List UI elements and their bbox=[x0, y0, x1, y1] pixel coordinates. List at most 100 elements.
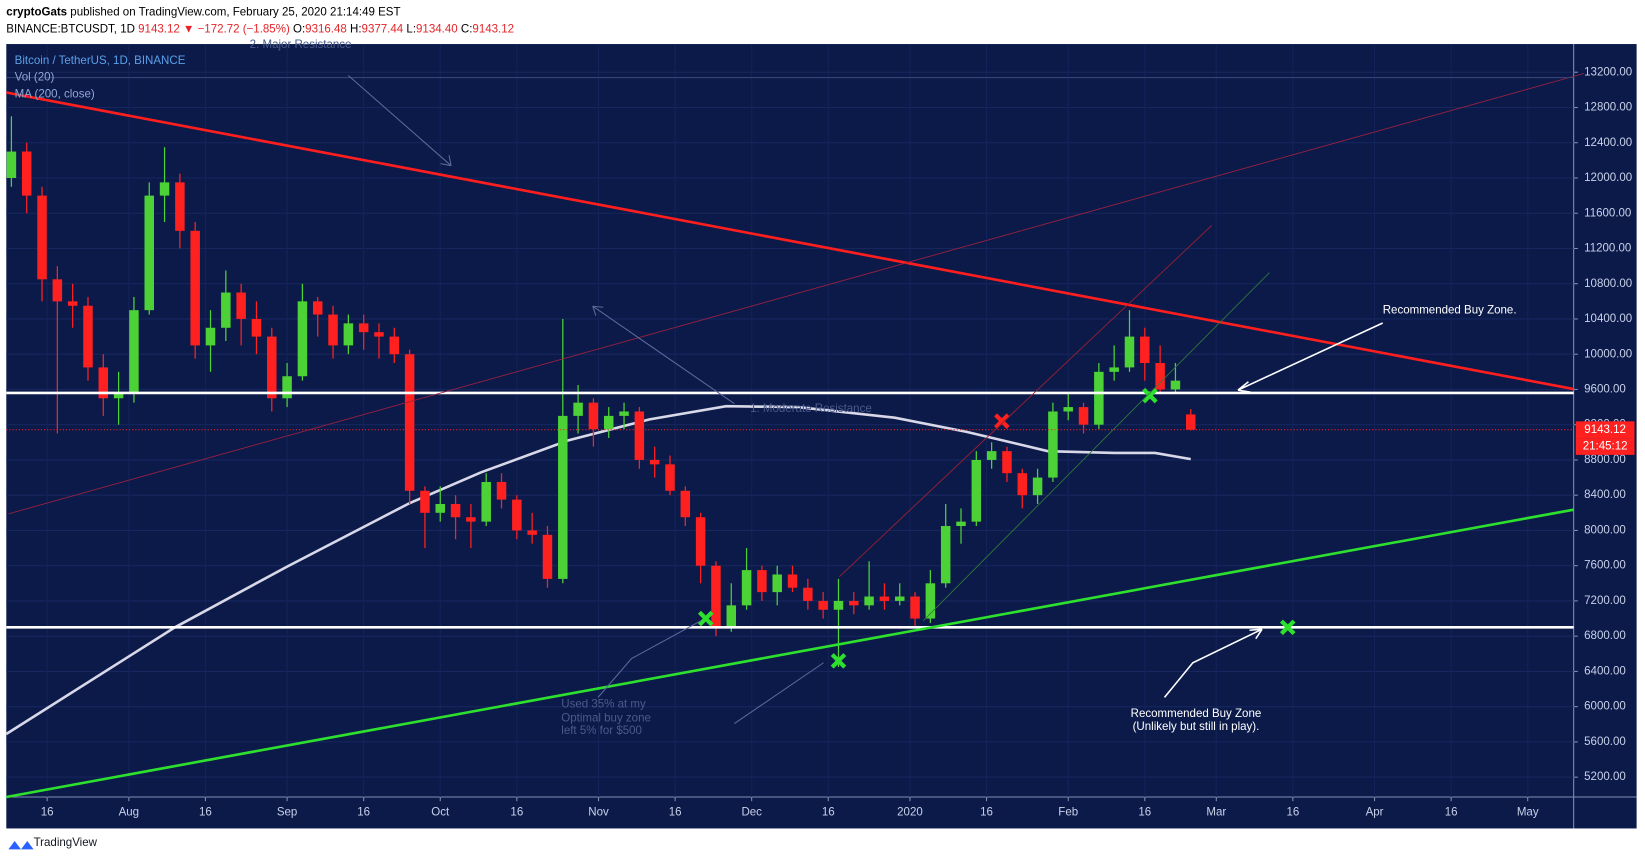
y-tick-label: 13200.00 bbox=[1584, 66, 1632, 78]
price-badge bbox=[1575, 421, 1635, 439]
candle-body bbox=[956, 521, 966, 527]
quote-line: BINANCE:BTCUSDT, 1D 9143.12 ▼ −172.72 (−… bbox=[6, 23, 514, 35]
faint-note: Optimal buy zone bbox=[561, 712, 651, 724]
annotation: (Unlikely but still in play). bbox=[1133, 721, 1260, 733]
q-label: L: bbox=[406, 23, 416, 35]
candle-body bbox=[665, 464, 675, 491]
x-tick-label: 16 bbox=[1286, 807, 1299, 819]
candle-body bbox=[496, 481, 507, 500]
x-tick-label: Feb bbox=[1058, 807, 1078, 819]
x-tick-label: May bbox=[1517, 807, 1539, 819]
channel-line bbox=[838, 225, 1213, 578]
candle-body bbox=[282, 376, 292, 399]
candle-body bbox=[1155, 363, 1165, 390]
faint-note: left 5% for $500 bbox=[561, 725, 642, 737]
arrow bbox=[597, 620, 702, 698]
channel-line bbox=[922, 272, 1270, 622]
candle-body bbox=[757, 570, 767, 593]
annotation: Recommended Buy Zone bbox=[1131, 708, 1262, 720]
change: 9143.12 ▼ −172.72 (−1.85%) bbox=[138, 23, 290, 35]
y-tick-label: 11600.00 bbox=[1584, 207, 1631, 219]
x-marker bbox=[1142, 387, 1158, 404]
y-tick-label: 8800.00 bbox=[1584, 454, 1626, 466]
candle-body bbox=[205, 327, 216, 346]
price-badge-label: 9143.12 bbox=[1584, 424, 1626, 436]
legend-item: MA (200, close) bbox=[15, 88, 95, 100]
trend-line bbox=[6, 91, 1574, 391]
candle-body bbox=[1186, 414, 1196, 430]
candle-body bbox=[726, 605, 737, 628]
x-marker bbox=[830, 653, 847, 669]
q-label: C: bbox=[461, 23, 473, 35]
candle-body bbox=[849, 600, 859, 606]
x-tick-label: Aug bbox=[119, 807, 140, 819]
candle-body bbox=[343, 323, 354, 346]
candle-body bbox=[741, 570, 752, 606]
q-value: 9377.44 bbox=[362, 23, 404, 35]
candle-body bbox=[481, 481, 491, 522]
x-marker bbox=[1279, 619, 1296, 636]
candle-body bbox=[971, 459, 982, 522]
candle-body bbox=[21, 151, 32, 196]
candle-body bbox=[1048, 411, 1058, 478]
legend-item: Vol (20) bbox=[15, 72, 55, 84]
candle-body bbox=[527, 530, 537, 535]
annotation-arrows bbox=[1163, 322, 1384, 698]
arrow bbox=[347, 75, 452, 167]
y-tick-label: 6800.00 bbox=[1584, 630, 1626, 642]
candle-body bbox=[297, 301, 308, 377]
x-tick-label: Dec bbox=[741, 807, 762, 819]
candle-body bbox=[1078, 407, 1089, 425]
candle-body bbox=[267, 336, 277, 399]
q-value: 9316.48 bbox=[305, 23, 347, 35]
plot-area bbox=[6, 44, 1574, 797]
candle-body bbox=[910, 596, 920, 619]
y-tick-label: 10000.00 bbox=[1584, 348, 1632, 360]
candle-body bbox=[67, 301, 78, 306]
candle-body bbox=[358, 323, 369, 333]
candle-body bbox=[649, 459, 660, 465]
y-tick-label: 7600.00 bbox=[1584, 560, 1626, 572]
candle-body bbox=[190, 230, 200, 346]
candle-body bbox=[542, 534, 553, 579]
x-marker bbox=[994, 413, 1010, 429]
x-tick-label: Nov bbox=[588, 807, 609, 819]
y-tick-label: 12400.00 bbox=[1584, 137, 1632, 149]
candle-body bbox=[833, 600, 844, 610]
candle-body bbox=[925, 583, 936, 619]
x-tick-label: 16 bbox=[41, 807, 54, 819]
candle-body bbox=[251, 318, 262, 337]
candle-body bbox=[1109, 367, 1119, 372]
candle-body bbox=[404, 354, 415, 491]
y-tick-label: 10800.00 bbox=[1584, 278, 1632, 290]
candle-body bbox=[374, 332, 384, 337]
q-label: H: bbox=[350, 23, 362, 35]
countdown-label: 21:45:12 bbox=[1583, 441, 1628, 453]
candle-body bbox=[328, 314, 338, 346]
q-label: O: bbox=[293, 23, 305, 35]
candle-body bbox=[1094, 371, 1104, 425]
candle-body bbox=[512, 499, 522, 531]
candle-body bbox=[144, 195, 154, 311]
x-tick-label: 16 bbox=[822, 807, 835, 819]
y-tick-label: 8000.00 bbox=[1584, 524, 1626, 536]
symbol: BINANCE:BTCUSDT, 1D bbox=[6, 23, 135, 35]
y-tick-label: 6000.00 bbox=[1584, 701, 1626, 713]
candle-body bbox=[1063, 407, 1073, 412]
candle-body bbox=[1140, 336, 1150, 364]
x-tick-label: 16 bbox=[199, 807, 212, 819]
logo: TradingView bbox=[8, 837, 98, 850]
candle-body bbox=[603, 415, 614, 430]
candle-body bbox=[37, 195, 47, 280]
candle-body bbox=[83, 305, 93, 368]
legend-title: Bitcoin / TetherUS, 1D, BINANCE bbox=[15, 55, 186, 67]
arrow bbox=[1237, 322, 1384, 393]
candle-body bbox=[1032, 477, 1043, 496]
arrow bbox=[1163, 628, 1263, 698]
candle-body bbox=[803, 587, 813, 601]
y-tick-label: 9600.00 bbox=[1584, 384, 1626, 396]
y-tick-label: 11200.00 bbox=[1584, 243, 1631, 255]
header-line: cryptoGats published on TradingView.com,… bbox=[6, 7, 400, 19]
candle-body bbox=[159, 182, 170, 196]
